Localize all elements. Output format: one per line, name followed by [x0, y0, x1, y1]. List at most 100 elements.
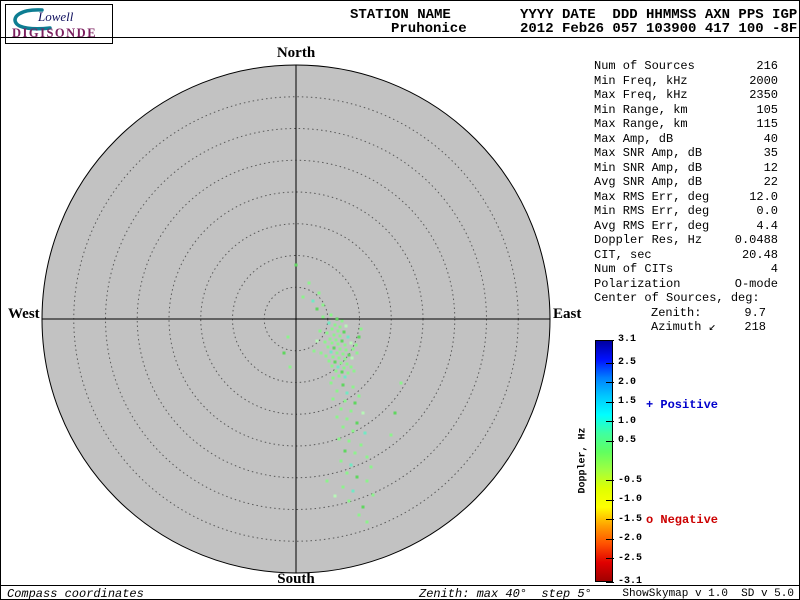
legend-positive: + Positive — [646, 398, 719, 412]
stat-value: 2000 — [749, 73, 778, 88]
stat-row: Avg RMS Err, deg 4.4 — [594, 219, 778, 234]
compass-east-label: East — [553, 306, 582, 322]
stat-value: 12.0 — [749, 189, 778, 204]
stat-label: Min Range, km — [594, 102, 688, 117]
stat-value: 35 — [763, 146, 778, 160]
stat-label: Min SNR Amp, dB — [594, 160, 703, 175]
header-divider — [1, 37, 799, 38]
station-name-value: Pruhonice — [391, 21, 467, 37]
stat-row: Avg SNR Amp, dB 22 — [594, 175, 778, 190]
stat-row: Max Freq, kHz 2350 — [594, 88, 778, 103]
colorbar-tick-label: 3.1 — [618, 334, 637, 345]
stat-label: Min Freq, kHz — [594, 73, 688, 88]
stat-value: 20.48 — [741, 247, 778, 262]
compass-north-label: North — [276, 45, 316, 61]
skymap-grid — [41, 64, 551, 574]
stat-row: Max Range, km 115 — [594, 117, 778, 132]
stat-value: 2350 — [749, 88, 778, 102]
stat-row: Max RMS Err, deg 12.0 — [594, 190, 778, 205]
stat-row: Num of CITs 4 — [594, 262, 778, 277]
stat-value: 0.0488 — [734, 233, 778, 247]
compass-west-label: West — [8, 306, 40, 322]
stat-label: Avg RMS Err, deg — [594, 218, 710, 233]
stat-row: Min SNR Amp, dB 12 — [594, 161, 778, 176]
stat-row: Zenith: 9.7 — [594, 306, 778, 321]
footer-divider — [1, 585, 799, 586]
stat-value: 105 — [756, 102, 778, 117]
station-name-header: STATION NAME — [350, 7, 451, 23]
colorbar-tick-label: -2.0 — [618, 533, 643, 545]
stat-label: Num of Sources — [594, 59, 695, 73]
compass-south-label: South — [277, 571, 315, 587]
stat-value: 4.4 — [756, 218, 778, 233]
stat-row: Doppler Res, Hz 0.0488 — [594, 233, 778, 248]
stat-label: CIT, sec — [594, 247, 652, 262]
stat-label: Zenith: — [651, 305, 702, 320]
stat-row: Min Range, km 105 — [594, 103, 778, 118]
colorbar-tick-label: 1.0 — [618, 415, 637, 427]
stat-label: Avg SNR Amp, dB — [594, 175, 703, 189]
stat-row: Num of Sources 216 — [594, 59, 778, 74]
colorbar-tick-label: 1.5 — [618, 396, 637, 408]
stat-value: 12 — [763, 160, 778, 175]
colorbar-tick-label: 0.5 — [618, 435, 637, 447]
stat-value: 216 — [756, 59, 778, 73]
stat-label: Center of Sources, deg: — [594, 291, 760, 305]
stat-value: 40 — [763, 131, 778, 146]
stat-label: Polarization — [594, 276, 681, 291]
stat-row: Min RMS Err, deg 0.0 — [594, 204, 778, 219]
legend-negative: o Negative — [646, 513, 719, 527]
zenith-range-label: Zenith: max 40° step 5° — [419, 587, 592, 600]
colorbar-axis-label: Doppler, Hz — [577, 427, 589, 494]
stat-label: Min RMS Err, deg — [594, 204, 710, 218]
stat-label: Azimuth ↙ — [651, 320, 716, 334]
stat-label: Max Amp, dB — [594, 131, 674, 146]
colorbar-tick-label: -3.1 — [618, 576, 643, 587]
colorbar-tick-mark — [606, 499, 614, 501]
stat-label: Num of CITs — [594, 262, 674, 276]
colorbar-tick-label: -1.0 — [618, 494, 643, 506]
colorbar-tick-label: -1.5 — [618, 513, 643, 525]
stat-row: Polarization O-mode — [594, 277, 778, 292]
colorbar-tick-label: 2.0 — [618, 376, 637, 388]
stat-value: 22 — [763, 175, 778, 189]
stat-label: Max SNR Amp, dB — [594, 146, 703, 160]
stat-value: 4 — [770, 262, 778, 276]
colorbar-tick-label: -2.5 — [618, 552, 643, 564]
doppler-colorbar — [595, 340, 613, 582]
colorbar-tick-mark — [606, 421, 614, 423]
stat-value: O-mode — [734, 276, 778, 291]
colorbar-tick-mark — [606, 538, 614, 540]
logo-lowell-text: Lowell — [38, 9, 74, 24]
colorbar-tick-label: -0.5 — [618, 474, 643, 486]
colorbar-tick-mark — [606, 519, 614, 521]
colorbar-tick-mark — [606, 362, 614, 364]
version-label: ShowSkymap v 1.0 SD v 5.0 — [622, 588, 794, 600]
colorbar-tick-mark — [606, 401, 614, 403]
coordinates-mode-label: Compass coordinates — [7, 587, 144, 600]
stat-value: 218 — [744, 320, 766, 334]
skymap-source-points — [282, 263, 403, 524]
stat-label: Max RMS Err, deg — [594, 189, 710, 204]
stat-row: Center of Sources, deg: — [594, 291, 778, 306]
stat-label: Max Freq, kHz — [594, 88, 688, 102]
stat-row: Azimuth ↙ 218 — [594, 320, 778, 335]
stats-panel: Num of Sources 216 Min Freq, kHz 2000 Max … — [594, 59, 778, 335]
colorbar-tick-mark — [606, 339, 614, 341]
logo-swoosh-icon — [13, 8, 52, 31]
stat-row: Max SNR Amp, dB 35 — [594, 146, 778, 161]
colorbar-tick-mark — [606, 382, 614, 384]
stat-row: CIT, sec 20.48 — [594, 248, 778, 263]
stat-value: 9.7 — [744, 305, 766, 320]
colorbar-tick-mark — [606, 581, 614, 583]
stat-value: 0.0 — [756, 204, 778, 218]
colorbar-tick-mark — [606, 558, 614, 560]
header-values-row: 2012 Feb26 057 103900 417 100 -8F — [520, 21, 798, 37]
logo-digisonde-text: DIGISONDE — [12, 26, 98, 40]
stat-label: Max Range, km — [594, 117, 688, 131]
header-columns-row: YYYY DATE DDD HHMMSS AXN PPS IGP — [520, 7, 798, 23]
stat-value: 115 — [756, 117, 778, 131]
stat-row: Min Freq, kHz 2000 — [594, 74, 778, 89]
